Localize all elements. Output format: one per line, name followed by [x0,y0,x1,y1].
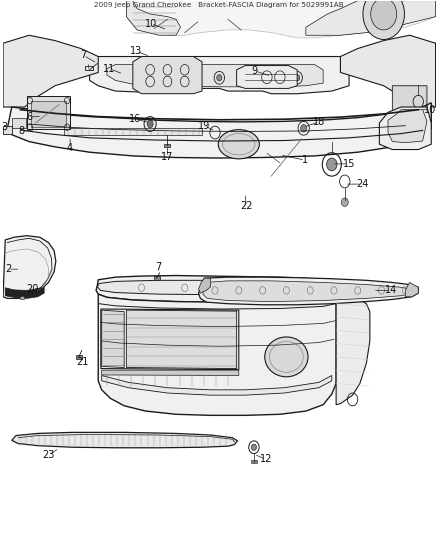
Text: 18: 18 [313,117,325,127]
Text: 20: 20 [26,284,39,294]
Polygon shape [237,66,297,88]
Text: 12: 12 [260,455,272,464]
Polygon shape [107,64,323,87]
Polygon shape [198,278,211,293]
Bar [251,460,257,463]
Polygon shape [3,35,98,107]
Polygon shape [12,432,237,448]
Circle shape [173,75,179,81]
Bar [164,144,170,148]
Text: 21: 21 [77,357,89,367]
Circle shape [295,75,300,81]
Text: 9: 9 [252,66,258,76]
Polygon shape [340,35,436,107]
Circle shape [217,75,222,81]
Text: 19: 19 [198,120,210,131]
Polygon shape [97,280,336,295]
Bar [64,128,202,135]
Text: 13: 13 [130,46,142,56]
Text: 16: 16 [129,114,141,124]
Text: 23: 23 [42,450,55,459]
Polygon shape [102,370,239,375]
Polygon shape [392,86,427,114]
Bar [3,126,12,134]
Circle shape [147,120,153,128]
Bar [85,66,93,70]
Text: 11: 11 [103,64,116,74]
Text: 2009 Jeep Grand Cherokee   Bracket-FASCIA Diagram for 5029991AB: 2009 Jeep Grand Cherokee Bracket-FASCIA … [95,2,344,8]
Ellipse shape [218,130,259,159]
Circle shape [300,125,307,132]
Polygon shape [306,1,436,35]
Text: 24: 24 [356,179,368,189]
Bar [20,296,24,300]
Polygon shape [102,310,124,368]
Text: 8: 8 [18,126,25,136]
Polygon shape [7,103,431,158]
Bar [31,101,66,127]
Circle shape [251,444,257,450]
Text: 15: 15 [343,159,355,169]
Bar [27,96,70,130]
Polygon shape [198,277,418,305]
Bar [76,355,82,359]
Polygon shape [5,287,44,298]
Bar [154,276,159,280]
Ellipse shape [265,337,308,377]
Polygon shape [336,294,370,405]
Text: 4: 4 [67,143,73,153]
Polygon shape [379,107,431,150]
Polygon shape [98,294,336,415]
Polygon shape [126,1,180,35]
Text: 3: 3 [1,122,7,132]
Polygon shape [388,110,427,143]
Text: 10: 10 [145,19,157,29]
Polygon shape [90,56,349,94]
Circle shape [260,75,265,81]
Text: 22: 22 [240,201,252,212]
Polygon shape [102,375,332,395]
Circle shape [363,0,404,39]
Text: 17: 17 [161,152,173,162]
Circle shape [341,198,348,206]
Polygon shape [203,281,414,302]
Text: 7: 7 [81,51,87,60]
Text: 1: 1 [302,155,308,165]
Polygon shape [126,1,436,38]
Text: 14: 14 [385,286,397,295]
Bar [12,118,25,128]
Text: 6: 6 [27,111,33,122]
Circle shape [371,0,397,30]
Polygon shape [126,310,237,368]
Polygon shape [3,236,56,298]
Text: 10: 10 [424,104,436,115]
Circle shape [327,158,337,171]
Polygon shape [96,276,340,302]
Polygon shape [133,56,202,94]
Text: 2: 2 [5,264,11,274]
Circle shape [139,75,144,81]
Polygon shape [405,282,418,297]
Text: 7: 7 [155,262,162,271]
